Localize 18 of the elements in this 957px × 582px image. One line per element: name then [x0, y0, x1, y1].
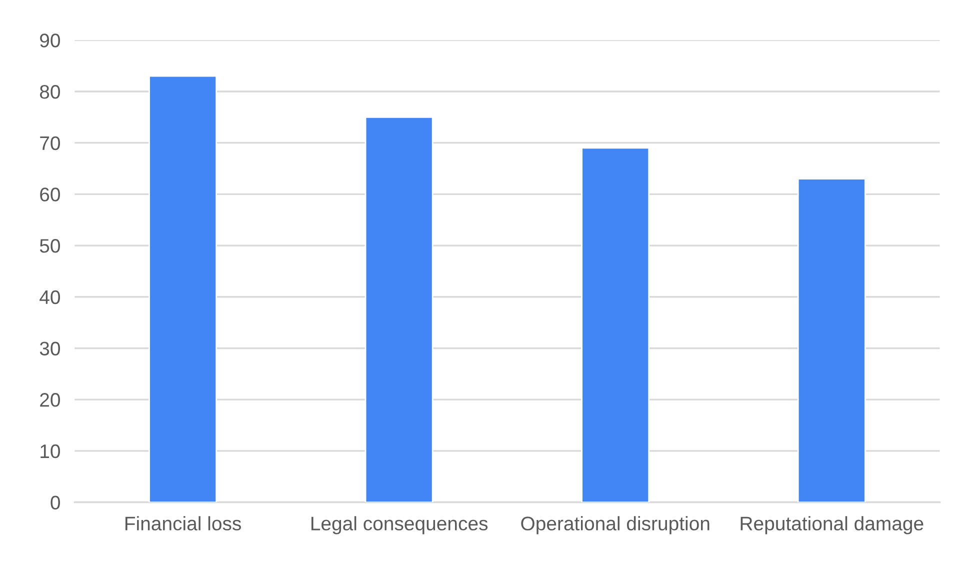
y-tick-label: 10: [40, 444, 60, 458]
bar: [581, 147, 650, 502]
y-tick-label: 40: [40, 290, 60, 304]
y-tick-label: 0: [50, 496, 60, 510]
y-tick-label: 70: [40, 136, 60, 150]
y-tick-label: 20: [40, 393, 60, 407]
y-tick-label: 30: [40, 342, 60, 356]
x-tick-label: Legal consequences: [311, 516, 488, 534]
x-tick-label: Operational disruption: [521, 516, 710, 534]
bar: [364, 116, 434, 502]
y-tick-label: 50: [40, 239, 60, 253]
y-tick-label: 60: [40, 188, 60, 202]
bar: [148, 75, 218, 502]
y-tick-label: 90: [40, 34, 60, 48]
x-tick-label: Reputational damage: [740, 516, 924, 534]
y-tick-label: 80: [40, 84, 60, 99]
bar: [797, 178, 866, 502]
x-tick-label: Financial loss: [125, 516, 241, 530]
